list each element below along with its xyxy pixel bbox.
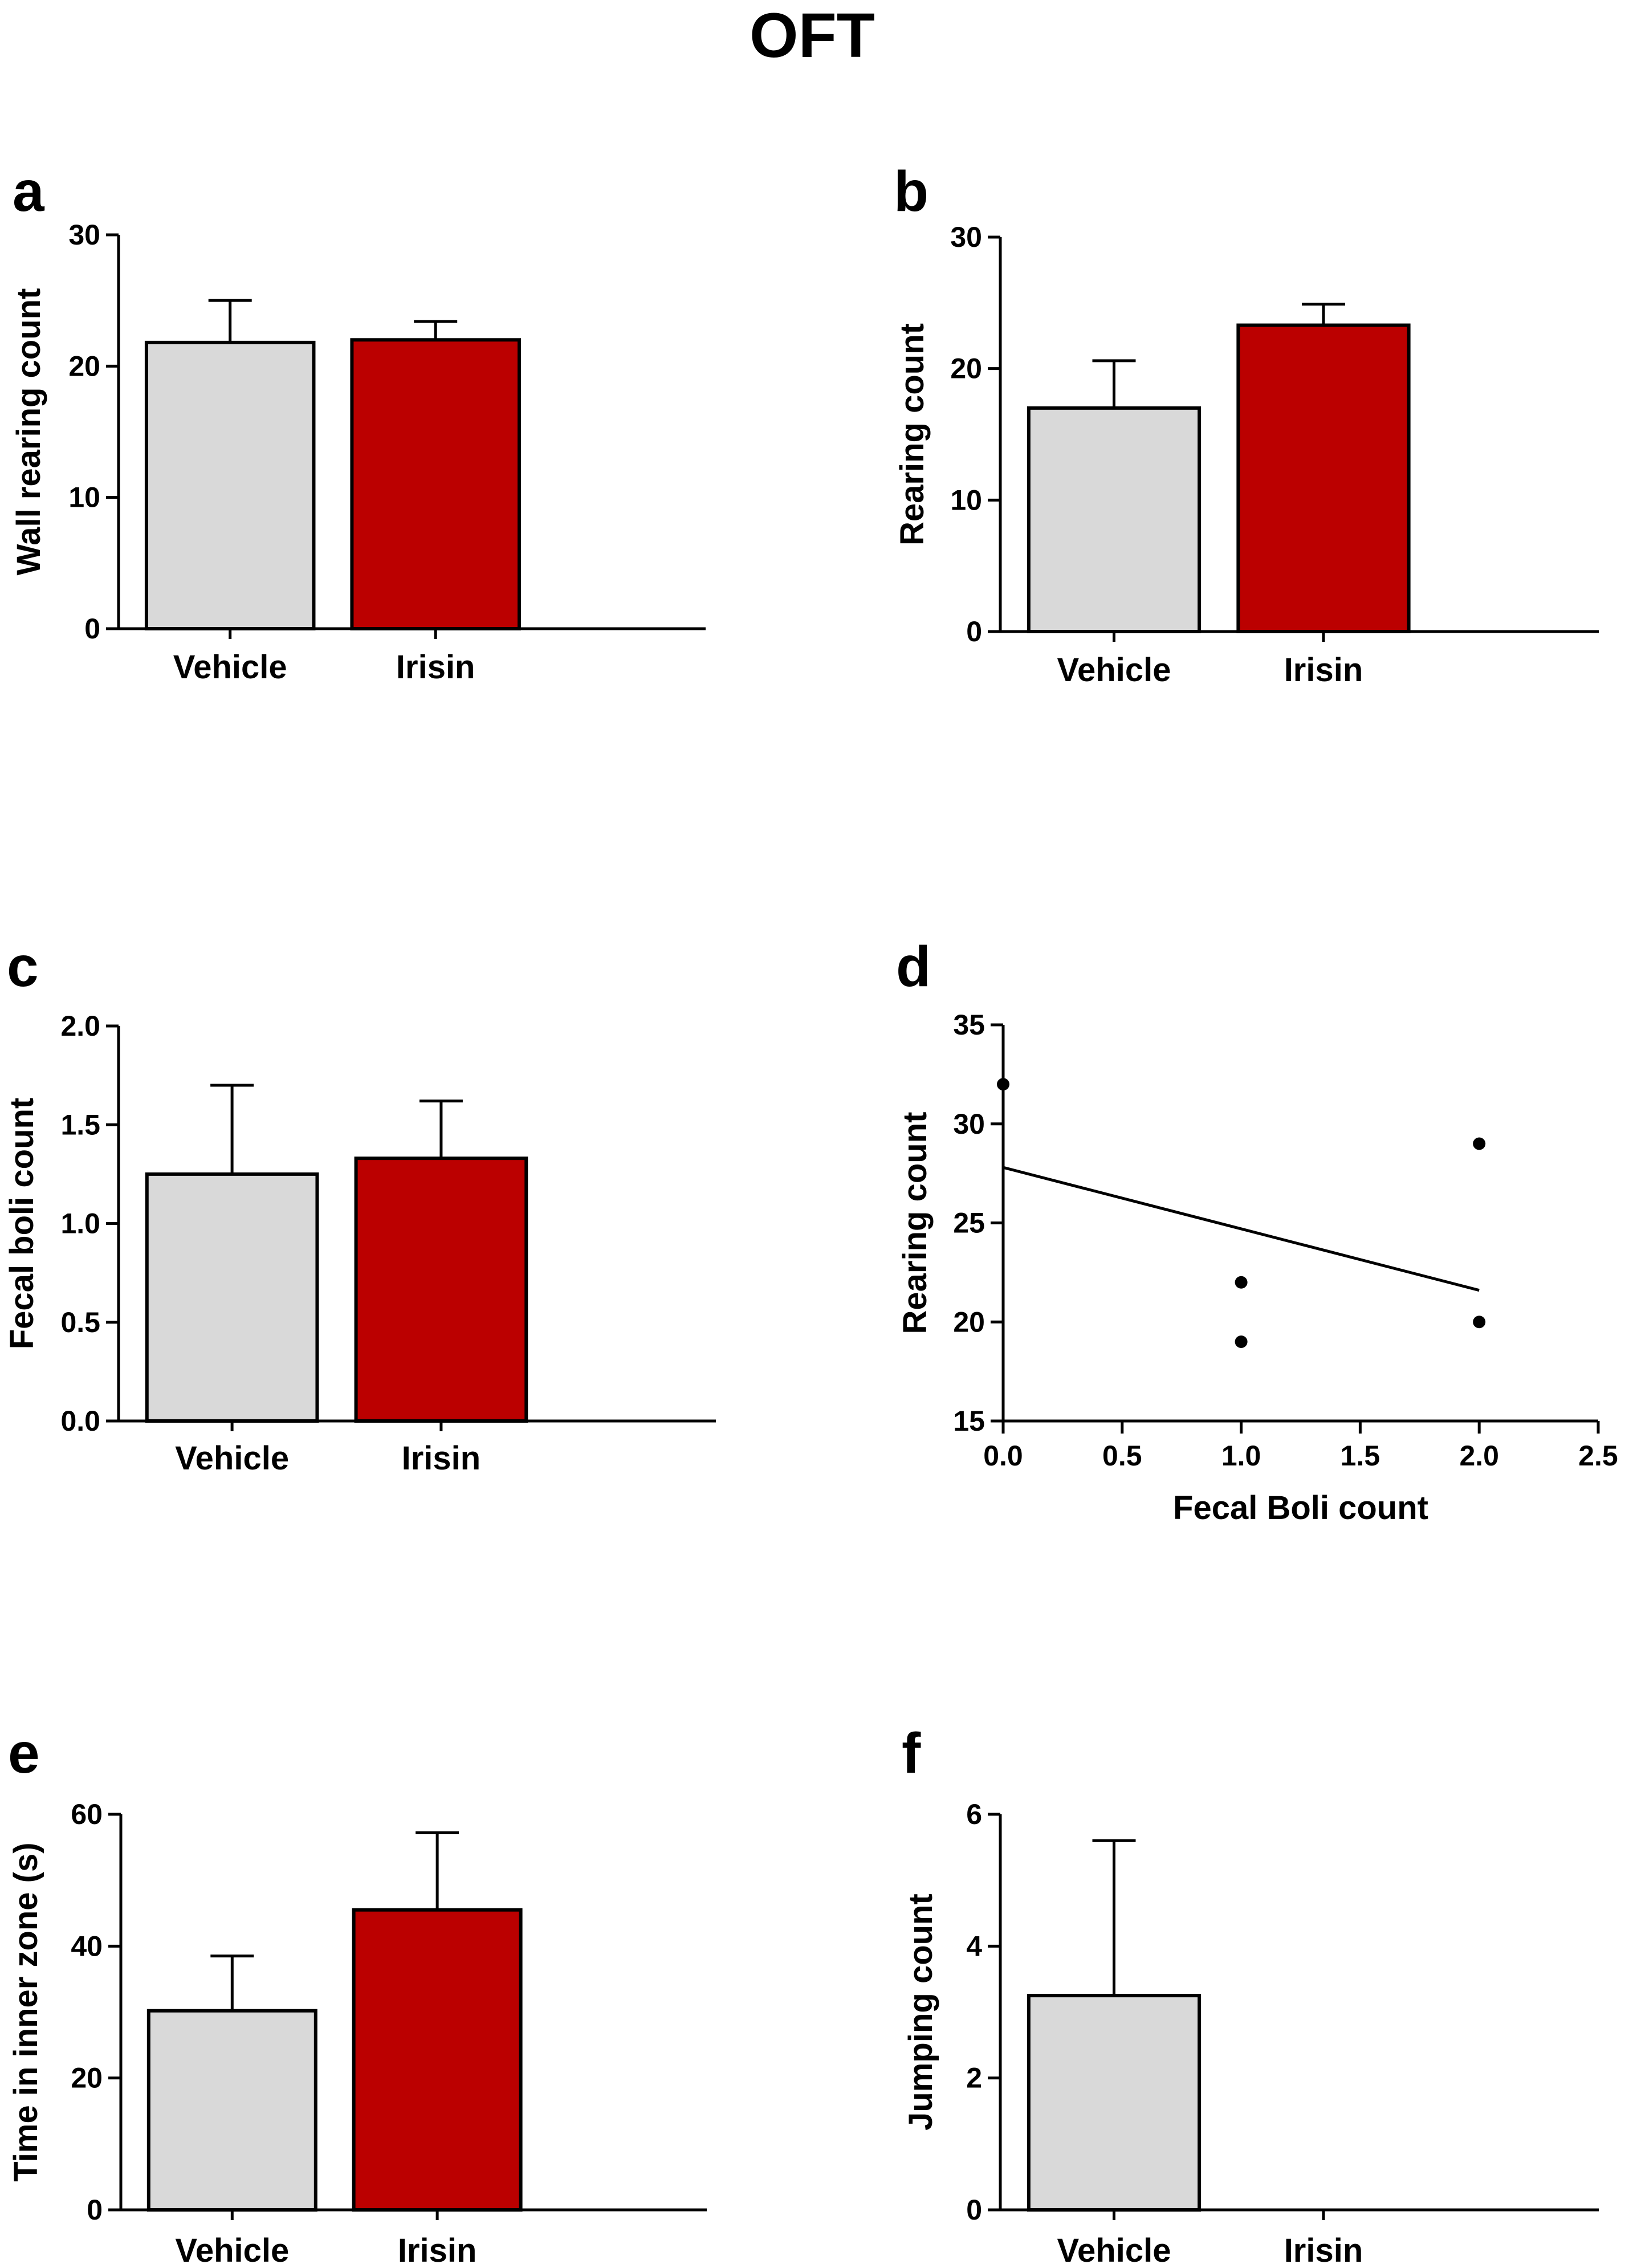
y-axis-label: Wall rearing count: [10, 288, 47, 576]
x-tick-label: 1.5: [1341, 1440, 1380, 1472]
y-tick-label: 1.0: [60, 1208, 100, 1240]
category-label: Vehicle: [175, 2232, 289, 2268]
y-tick-label: 30: [950, 221, 982, 253]
y-axis-label: Jumping count: [902, 1894, 939, 2131]
bar-vehicle: [1027, 406, 1202, 633]
bar-irisin: [354, 1157, 528, 1423]
category-label: Irisin: [1284, 2232, 1363, 2268]
y-tick-label: 20: [68, 350, 100, 382]
bar-vehicle: [145, 1172, 319, 1423]
y-tick-label: 30: [68, 219, 100, 251]
panel-label: e: [8, 1721, 40, 1785]
bar-irisin: [350, 338, 521, 630]
y-axis-label: Rearing count: [897, 1112, 934, 1334]
y-tick-label: 15: [953, 1405, 985, 1437]
bar-irisin: [1236, 323, 1411, 633]
y-tick-label: 6: [966, 1798, 982, 1830]
y-axis-label: Fecal boli count: [3, 1098, 40, 1350]
panel-label: f: [902, 1721, 921, 1785]
y-tick-label: 10: [68, 482, 100, 514]
x-tick-label: 2.0: [1459, 1440, 1499, 1472]
panel-e: e Time in inner zone (s) 0 20 40 60 Vehicle Iri…: [7, 1721, 707, 2268]
regression-line: [1003, 1166, 1480, 1292]
panel-d: d Rearing count 15 20 25 30 35 0.0 0.5 1.0 1.5 2.0 2…: [896, 935, 1618, 1526]
category-label: Irisin: [398, 2232, 477, 2268]
y-axis-label: Time in inner zone (s): [7, 1842, 44, 2181]
y-tick-label: 10: [950, 484, 982, 516]
y-tick-label: 0: [966, 2194, 982, 2226]
y-tick-label: 2: [966, 2062, 982, 2094]
category-label: Irisin: [402, 1440, 481, 1477]
scatter-point: [1235, 1276, 1248, 1289]
category-label: Vehicle: [173, 649, 287, 686]
panel-a: a Wall rearing count 0 10 20 30 Vehicle Irisin: [10, 160, 706, 686]
panel-label: d: [896, 935, 931, 999]
y-tick-label: 1.5: [60, 1109, 100, 1141]
y-tick-label: 4: [966, 1930, 982, 1962]
y-tick-label: 40: [71, 1930, 103, 1962]
panel-label: c: [7, 935, 39, 999]
y-tick-label: 0: [84, 613, 100, 645]
x-tick-label: 1.0: [1221, 1440, 1261, 1472]
category-label: Vehicle: [175, 1440, 289, 1477]
scatter-point: [1235, 1335, 1248, 1348]
y-tick-label: 60: [71, 1798, 103, 1830]
y-axis-label: Rearing count: [894, 323, 931, 545]
scatter-point: [1473, 1316, 1486, 1329]
scatter-point: [1473, 1137, 1486, 1150]
category-label: Irisin: [1284, 652, 1363, 689]
y-tick-label: 20: [71, 2062, 103, 2094]
category-label: Irisin: [396, 649, 475, 686]
y-tick-label: 20: [953, 1306, 985, 1338]
x-tick-label: 2.5: [1578, 1440, 1618, 1472]
x-axis-label: Fecal Boli count: [1173, 1489, 1428, 1526]
panel-label: b: [894, 160, 928, 223]
panel-b: b Rearing count 0 10 20 30 Vehicle Irisin: [894, 160, 1599, 689]
bar-vehicle: [144, 340, 316, 631]
bar-vehicle: [146, 2009, 317, 2212]
panel-c: c Fecal boli count 0.0 0.5 1.0 1.5 2.0 Vehicle I…: [3, 935, 716, 1477]
figure-title: OFT: [750, 1, 875, 71]
category-label: Vehicle: [1057, 652, 1171, 689]
y-tick-label: 2.0: [60, 1010, 100, 1042]
scatter-point: [997, 1078, 1009, 1091]
y-tick-label: 0: [87, 2194, 103, 2226]
x-tick-label: 0.0: [983, 1440, 1023, 1472]
y-tick-label: 30: [953, 1108, 985, 1140]
bar-irisin: [352, 1908, 523, 2212]
panel-f: f Jumping count 0 2 4 6 Vehicle Irisin: [902, 1721, 1599, 2268]
y-tick-label: 0.0: [60, 1405, 100, 1437]
category-label: Vehicle: [1057, 2232, 1171, 2268]
y-tick-label: 0.5: [60, 1306, 100, 1338]
y-tick-label: 35: [953, 1009, 985, 1041]
panel-label: a: [13, 160, 45, 223]
y-tick-label: 0: [966, 616, 982, 648]
bar-vehicle: [1027, 1994, 1202, 2212]
y-tick-label: 20: [950, 353, 982, 385]
y-tick-label: 25: [953, 1207, 985, 1239]
x-tick-label: 0.5: [1102, 1440, 1142, 1472]
